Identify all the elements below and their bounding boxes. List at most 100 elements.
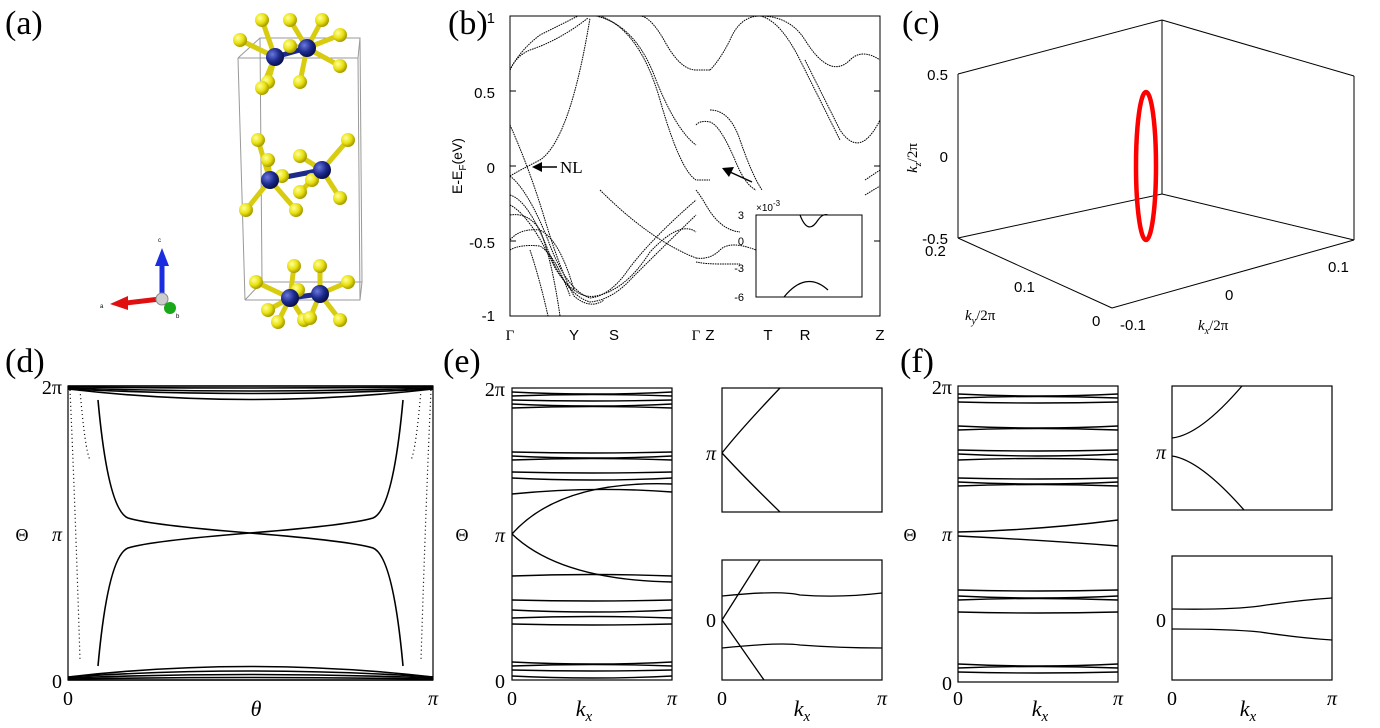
sulfur-atom <box>293 149 307 163</box>
band-xtick-gamma2: Γ <box>692 328 701 344</box>
wilson-band <box>957 597 1119 601</box>
f-ytick-2pi: 2π <box>932 377 952 399</box>
panel-f: (f) 2π π 0 Θ 0 π kx π 0 0 π kx <box>900 343 1338 725</box>
c-ztick-0: 0 <box>940 149 948 166</box>
c-zlabel: kz/2π <box>905 143 924 173</box>
e-inset-bottom-ytick: 0 <box>706 610 716 632</box>
wilson-line <box>67 665 434 678</box>
panel-b: (b) 1 0.5 0 -0.5 -1 E-EF(eV) Γ Y S Γ Z T… <box>448 5 885 344</box>
band-xtick-S: S <box>609 327 619 344</box>
wilson-band <box>957 477 1119 480</box>
metal-atom <box>313 161 331 179</box>
e-ytick-0: 0 <box>495 671 505 693</box>
panel-c: (c) 0.5 0 -0.5 kz/2π 0.2 0.1 0 ky/2π -0.… <box>902 5 1355 337</box>
wilson-band <box>511 669 673 672</box>
band-ytick-0.5: 0.5 <box>474 85 495 102</box>
e-main-lines <box>511 391 673 679</box>
wilson-band <box>957 665 1119 669</box>
e-inset-top-lines <box>721 387 781 513</box>
sulfur-atom <box>283 39 297 53</box>
band-line <box>759 15 841 141</box>
nodal-line-ring <box>1133 89 1159 243</box>
f-inset-xlabel: kx <box>1240 696 1257 725</box>
f-inset-xtick-pi: π <box>1327 688 1338 710</box>
sulfur-atom <box>341 275 355 289</box>
sulfur-atom <box>333 313 347 327</box>
c-xlabel: kx/2π <box>1198 318 1229 337</box>
sulfur-atom <box>239 203 253 217</box>
band-line <box>509 229 575 291</box>
e-xtick-0: 0 <box>507 688 517 710</box>
e-ytick-pi: π <box>495 525 506 547</box>
metal-atom <box>266 48 284 66</box>
band-lines <box>509 15 881 317</box>
svg-text:E-EF(eV): E-EF(eV) <box>449 138 469 194</box>
band-line <box>509 245 571 297</box>
c-ytick-0.2: 0.2 <box>925 243 946 260</box>
inset-ytick-3: 3 <box>738 210 744 222</box>
wilson-band <box>511 599 673 602</box>
panel-e: (e) 2π π 0 Θ 0 π kx π 0 0 π kx <box>443 343 888 725</box>
band-ytick-neg0.5: -0.5 <box>469 235 495 252</box>
panel-d-label: (d) <box>5 343 45 380</box>
wilson-band <box>511 393 673 397</box>
wilson-band <box>957 671 1119 674</box>
panel-d: (d) 2π π 0 Θ 0 π θ <box>5 343 439 721</box>
c-xtick-neg0.1: -0.1 <box>1120 317 1146 334</box>
wilson-band <box>511 405 673 409</box>
edge-dots <box>420 389 432 661</box>
panel-a-label: (a) <box>5 5 43 42</box>
e-xlabel: kx <box>576 696 593 725</box>
band-ytick-neg1: -1 <box>482 308 495 325</box>
c-xtick-0: 0 <box>1225 287 1233 304</box>
band-line <box>709 15 761 71</box>
wilson-band <box>511 391 673 395</box>
wilson-line <box>67 670 434 678</box>
sulfur-atom <box>251 133 265 147</box>
axis-b-label: b <box>176 314 180 320</box>
wilson-band <box>511 483 673 535</box>
band-line <box>509 124 605 305</box>
band-line <box>509 214 561 317</box>
sulfur-atom <box>305 173 319 187</box>
e-inset-top-ytick: π <box>706 443 717 465</box>
wilson-line <box>97 399 404 667</box>
sulfur-atom <box>287 259 301 273</box>
c-ztick-0.5: 0.5 <box>927 67 948 84</box>
sulfur-atom <box>341 133 355 147</box>
wilson-line <box>67 388 434 401</box>
wilson-band <box>511 663 673 667</box>
wilson-band <box>957 453 1119 457</box>
d-ytick-0: 0 <box>52 671 62 693</box>
sulfur-atom <box>271 315 285 329</box>
f-main-lines <box>957 393 1119 674</box>
sulfur-atom <box>293 185 307 199</box>
band-line <box>529 249 549 317</box>
d-ytick-2pi: 2π <box>42 377 62 399</box>
wilson-band <box>957 427 1119 431</box>
band-line <box>695 120 757 191</box>
wilson-band <box>511 455 673 459</box>
c-ytick-0: 0 <box>1092 313 1100 330</box>
wilson-band <box>957 611 1119 614</box>
inset-ytick-neg3: -3 <box>734 263 744 275</box>
wilson-band <box>957 595 1119 599</box>
wilson-band <box>511 471 673 474</box>
sulfur-atom <box>293 75 307 89</box>
inset-exponent: ×10-3 <box>756 199 781 214</box>
panel-e-label: (e) <box>443 343 481 380</box>
sulfur-atom <box>289 203 303 217</box>
band-xtick-Y: Y <box>569 327 579 344</box>
wilson-band <box>957 401 1119 404</box>
sulfur-atom <box>261 153 275 167</box>
band-line <box>759 15 881 68</box>
sulfur-atom <box>255 81 269 95</box>
band-xtick-Z2: Z <box>875 327 884 344</box>
band-line <box>599 15 710 181</box>
metal-atom <box>311 285 329 303</box>
panel-c-label: (c) <box>902 5 940 42</box>
wilson-band <box>511 573 673 577</box>
e-xtick-pi: π <box>667 688 678 710</box>
wilson-band <box>511 488 673 495</box>
